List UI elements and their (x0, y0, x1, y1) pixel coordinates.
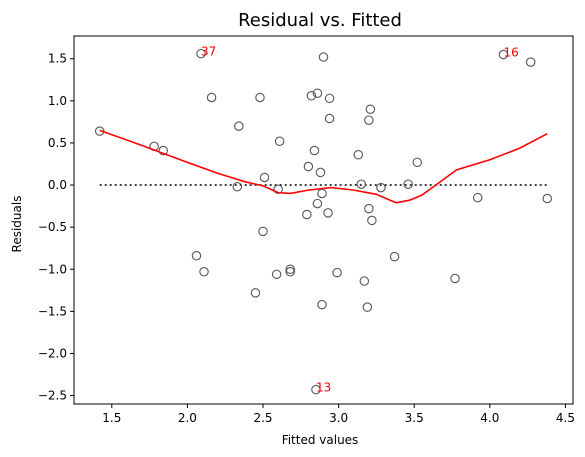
data-point (196, 48, 206, 59)
data-point (271, 269, 282, 280)
data-point (412, 157, 423, 168)
x-tick-label: 3.5 (405, 411, 424, 425)
x-tick-label: 4.5 (556, 411, 575, 425)
data-point (376, 182, 386, 193)
y-tick-label: −1.5 (38, 304, 67, 318)
x-tick-label: 2.5 (253, 411, 272, 425)
y-tick-label: −1.0 (38, 262, 67, 276)
y-tick-label: 0.0 (48, 178, 67, 192)
data-point (285, 264, 295, 275)
data-point (364, 203, 374, 214)
x-tick-label: 3.0 (329, 411, 348, 425)
annotation-label: 16 (503, 46, 518, 60)
data-point (324, 93, 335, 104)
data-point (255, 92, 265, 103)
data-point (356, 179, 367, 189)
annotation-label: 37 (201, 45, 216, 59)
data-points (94, 48, 553, 395)
data-point (318, 52, 329, 62)
data-point (364, 115, 374, 125)
y-tick-label: 1.0 (48, 94, 67, 108)
data-point (525, 57, 536, 67)
data-point (274, 136, 285, 147)
x-axis: 1.5 2.0 2.5 3.0 3.5 4.0 4.5 (102, 404, 575, 425)
annotation-label: 13 (316, 381, 331, 395)
y-axis-label: Residuals (10, 196, 24, 253)
data-point (306, 91, 317, 101)
data-point (258, 226, 268, 237)
y-tick-label: −2.5 (38, 389, 67, 403)
data-point (367, 215, 377, 226)
data-point (323, 208, 333, 218)
data-point (472, 192, 483, 203)
y-tick-label: 0.5 (48, 136, 67, 150)
data-point (311, 384, 321, 395)
data-point (273, 184, 283, 195)
data-point (317, 299, 327, 310)
data-point (353, 149, 364, 160)
data-point (232, 181, 243, 192)
data-point (312, 198, 323, 209)
data-point (158, 145, 168, 156)
data-point (365, 104, 376, 115)
data-point (403, 179, 413, 189)
x-tick-label: 2.0 (178, 411, 197, 425)
x-tick-label: 4.0 (480, 411, 499, 425)
data-point (542, 193, 553, 204)
data-point (234, 121, 244, 131)
data-point (359, 276, 370, 286)
data-point (389, 251, 400, 262)
x-axis-label: Fitted values (282, 433, 359, 447)
y-tick-label: −2.0 (38, 346, 67, 360)
plot-area-frame (73, 35, 574, 405)
x-tick-label: 1.5 (102, 411, 121, 425)
data-point (309, 145, 320, 156)
data-point (362, 302, 373, 312)
data-point (285, 267, 295, 277)
data-point (332, 267, 342, 278)
y-tick-label: −0.5 (38, 220, 67, 234)
data-point (191, 251, 202, 261)
data-point (317, 188, 327, 199)
data-point (450, 273, 460, 284)
data-point (498, 49, 509, 60)
data-point (259, 172, 270, 183)
data-point (199, 267, 209, 277)
data-point (303, 161, 314, 172)
lowess-smoother-line (99, 129, 548, 204)
data-point (302, 209, 312, 220)
chart-title: Residual vs. Fitted (238, 10, 402, 31)
data-point (250, 288, 261, 298)
y-tick-label: 1.5 (48, 52, 67, 66)
outlier-annotations: 37 16 13 (201, 45, 519, 395)
data-point (206, 92, 217, 103)
data-point (315, 167, 326, 178)
data-point (312, 88, 323, 99)
y-axis: −2.5 −2.0 −1.5 −1.0 −0.5 0.0 0.5 1.0 1.5 (38, 52, 74, 403)
data-point (324, 113, 335, 124)
